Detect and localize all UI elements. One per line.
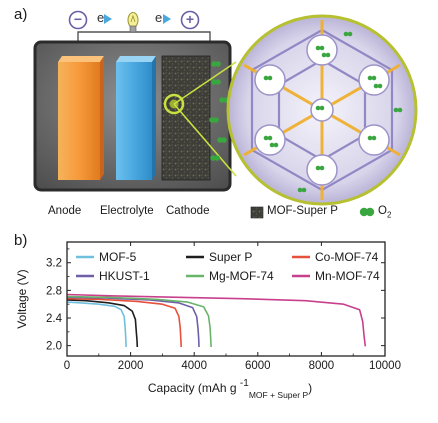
- mof-legend-swatch-icon: [250, 206, 264, 219]
- minus-terminal-icon: [68, 10, 88, 30]
- series-layer: [66, 293, 367, 348]
- lightbulb-icon: [127, 12, 139, 33]
- o2-legend-icon: [359, 207, 375, 217]
- cathode-label: Cathode: [166, 205, 210, 217]
- axes: 0 2000 4000 6000 8000 10000 2.0 2.4 2.8 3.2 Capaci…: [15, 241, 401, 400]
- minus-sign: −: [73, 11, 83, 27]
- y-tick-label: 3.2: [46, 258, 62, 270]
- electron-arrow-right-icon: [163, 14, 171, 24]
- electrolyte-label: Electrolyte: [100, 205, 154, 217]
- anode-label: Anode: [48, 205, 82, 217]
- legend-label-mg-mof-74: Mg-MOF-74: [209, 269, 274, 283]
- external-circuit: [68, 10, 211, 42]
- legend-label-super-p: Super P: [209, 250, 252, 264]
- legend-label-co-mof-74: Co-MOF-74: [315, 250, 379, 264]
- electron-label-right: e: [155, 10, 163, 25]
- legend-label-hkust-1: HKUST-1: [99, 269, 150, 283]
- battery-cell: [33, 40, 237, 192]
- y-tick-label: 2.0: [46, 341, 62, 353]
- discharge-chart: MOF-5 Super P Co-MOF-74 HKUST-1 Mg-MOF-74 Mn-…: [15, 241, 401, 400]
- series-line-mn-mof-74: [66, 293, 367, 347]
- legend: MOF-5 Super P Co-MOF-74 HKUST-1 Mg-MOF-74 Mn-…: [76, 250, 380, 283]
- y-tick-label: 2.8: [46, 285, 62, 297]
- series-line-mof-5: [66, 301, 127, 348]
- series-line-hkust-1: [66, 296, 200, 348]
- battery-schematic: [33, 10, 418, 219]
- anode-block: [58, 56, 104, 180]
- panel-a-letter: a): [14, 6, 28, 23]
- x-axis-label: Capacity (mAh g -1MOF + Super P): [148, 378, 312, 400]
- mof-legend-label: MOF-Super P: [267, 205, 338, 217]
- electron-label-left: e: [97, 10, 105, 25]
- x-tick-label: 2000: [118, 360, 144, 372]
- x-tick-label: 4000: [181, 360, 207, 372]
- x-tick-label: 10000: [369, 360, 401, 372]
- plus-terminal-icon: [180, 10, 200, 30]
- y-tick-label: 2.4: [46, 313, 63, 325]
- series-line-co-mof-74: [66, 297, 182, 348]
- o2-legend-label: O2: [378, 205, 392, 220]
- panel-b-letter: b): [14, 232, 28, 249]
- cathode-block: [161, 55, 237, 181]
- legend-label-mof-5: MOF-5: [99, 250, 137, 264]
- y-axis-label: Voltage (V): [15, 269, 29, 328]
- electrolyte-block: [116, 56, 156, 180]
- mof-structure-zoom: [226, 14, 418, 206]
- series-line-mg-mof-74: [66, 295, 212, 348]
- o2-molecules-cell: [209, 61, 229, 161]
- electron-arrow-left-icon: [104, 14, 112, 24]
- x-tick-label: 6000: [245, 360, 271, 372]
- plus-sign: +: [185, 11, 195, 27]
- legend-label-mn-mof-74: Mn-MOF-74: [315, 269, 380, 283]
- series-line-super-p: [66, 299, 139, 348]
- x-tick-label: 0: [64, 360, 70, 372]
- x-tick-label: 8000: [309, 360, 335, 372]
